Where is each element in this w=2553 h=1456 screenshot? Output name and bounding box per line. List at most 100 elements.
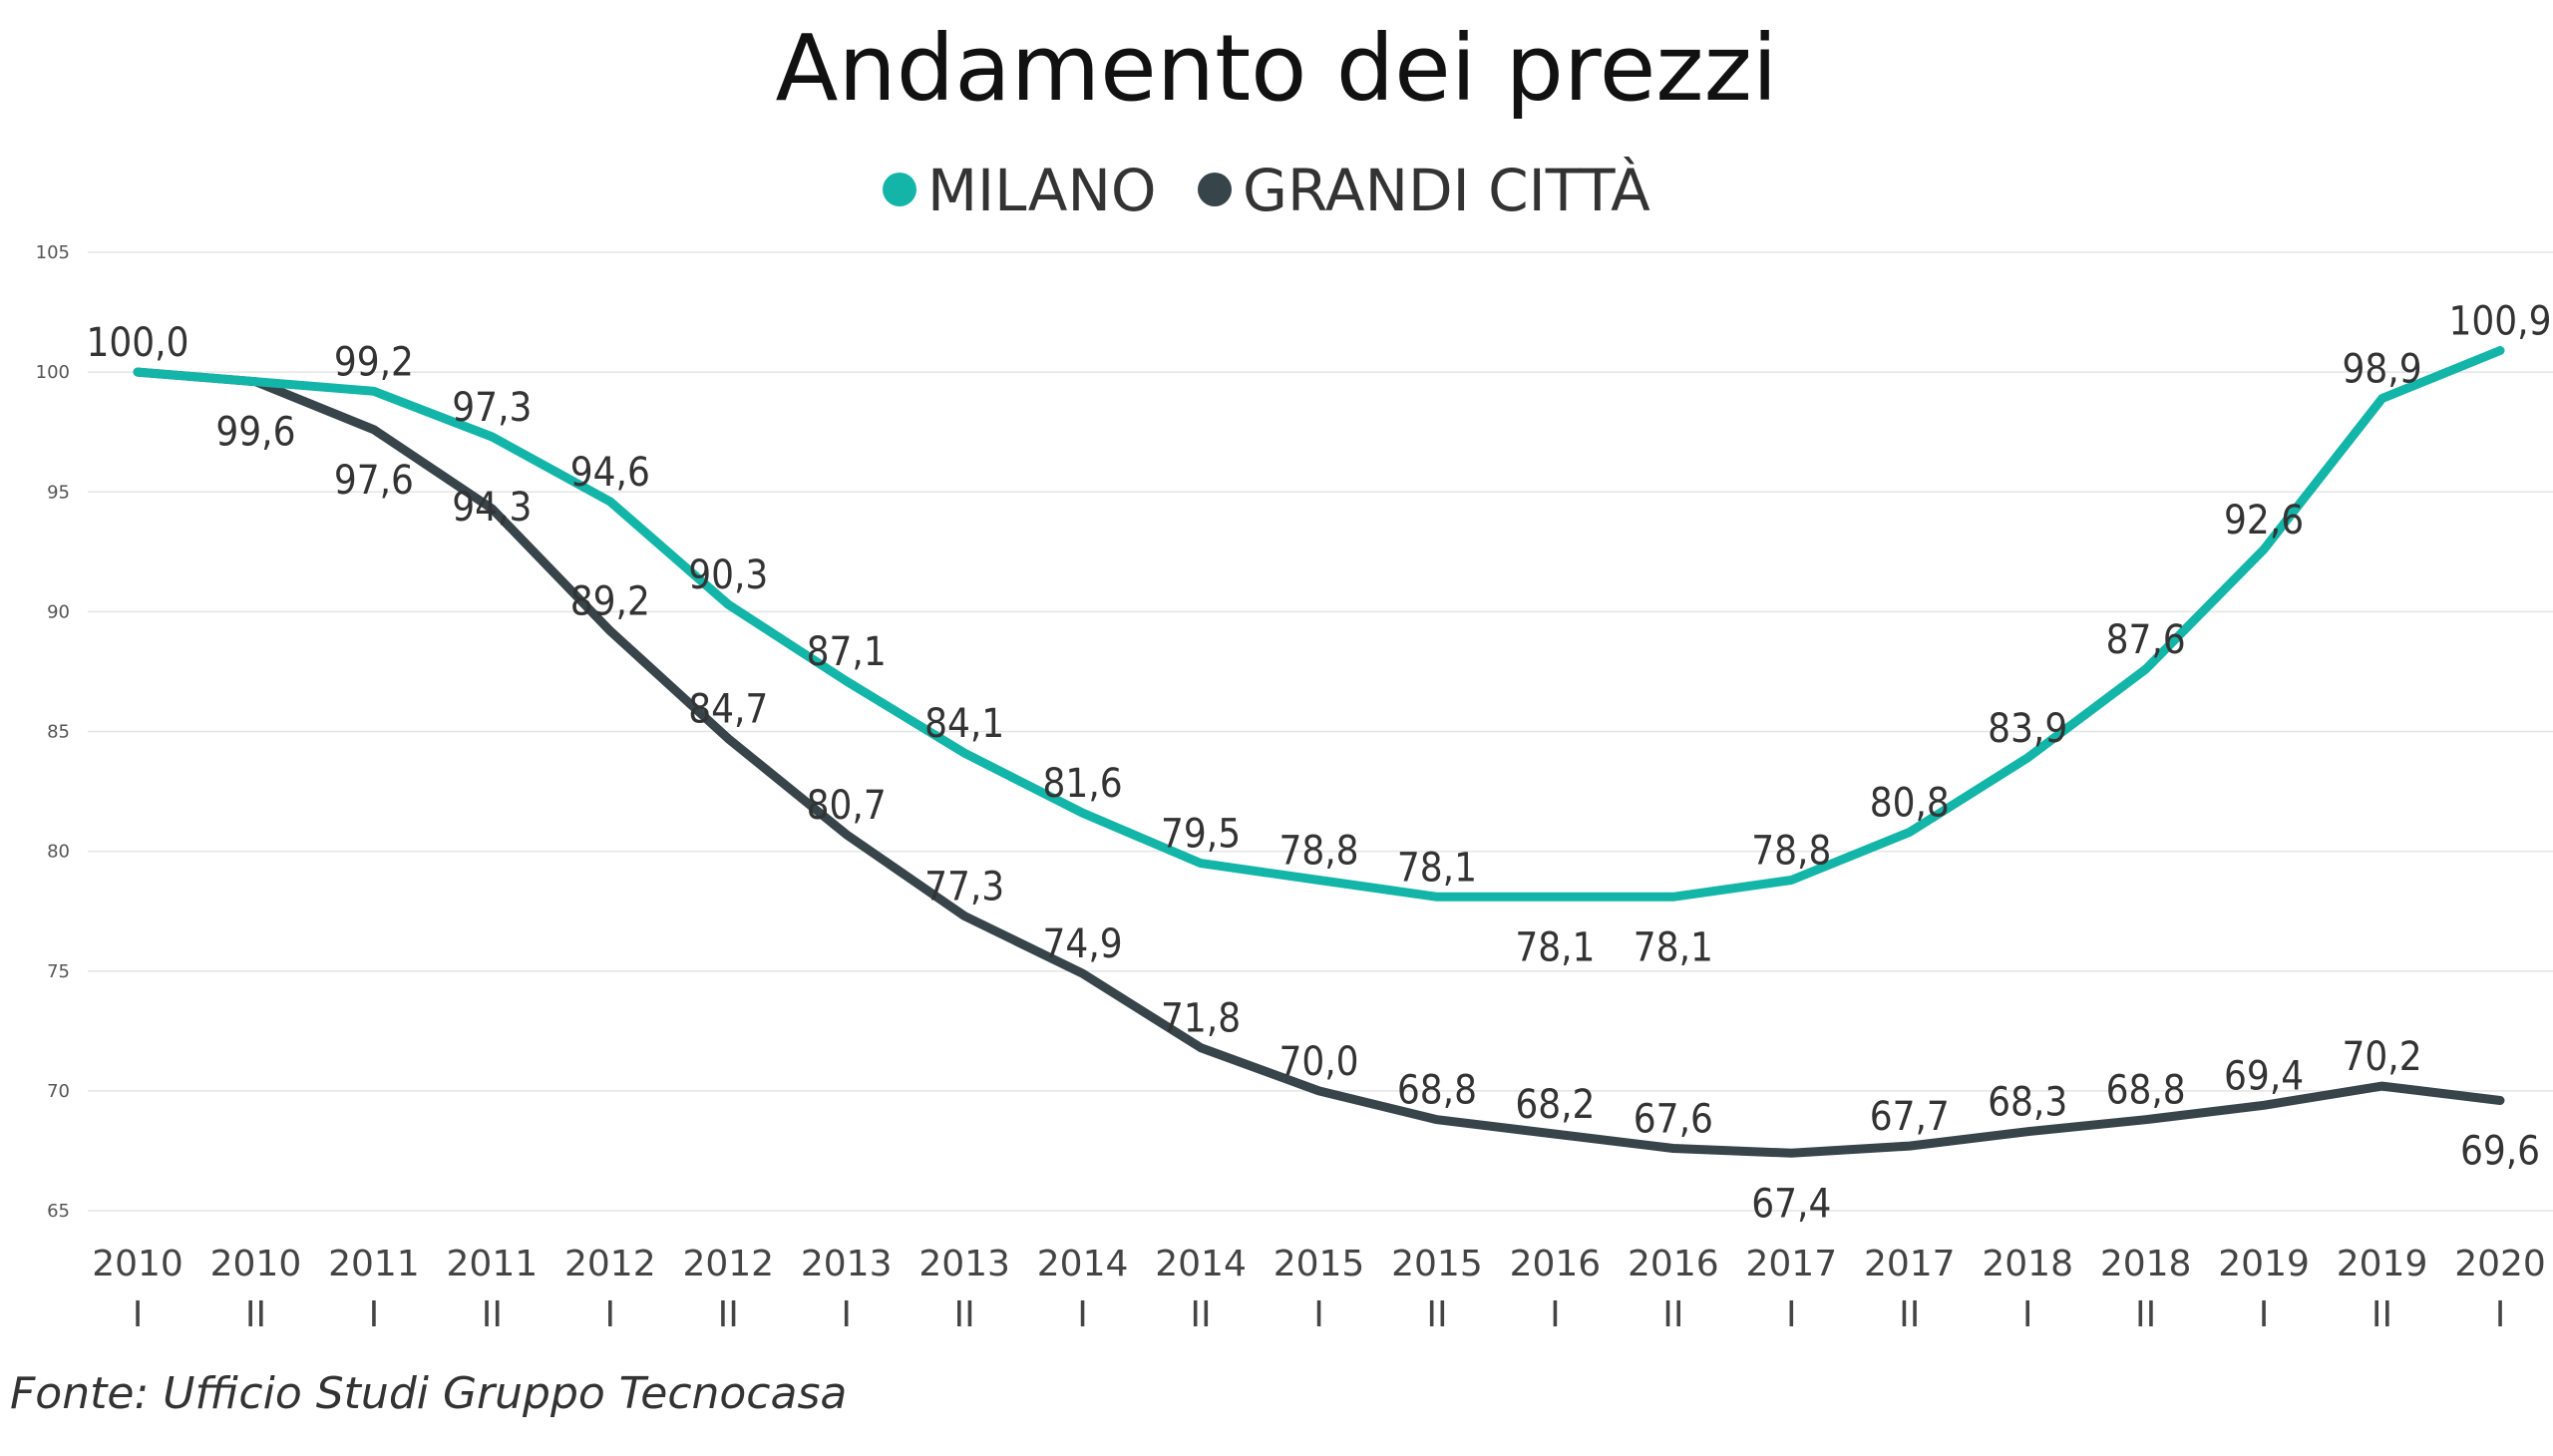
y-tick-label: 90 bbox=[47, 601, 70, 622]
data-label: 100,9 bbox=[2449, 299, 2552, 345]
x-tick-semester: I bbox=[2495, 1294, 2506, 1335]
source-note: Fonte: Ufficio Studi Gruppo Tecnocasa bbox=[10, 1368, 848, 1419]
data-label: 92,6 bbox=[2224, 498, 2304, 544]
x-tick-semester: II bbox=[245, 1294, 266, 1335]
data-label: 79,5 bbox=[1161, 812, 1241, 858]
data-label: 70,2 bbox=[2342, 1034, 2421, 1080]
legend-label: MILANO bbox=[927, 157, 1157, 224]
data-label: 67,6 bbox=[1634, 1097, 1713, 1143]
data-label: 68,2 bbox=[1515, 1082, 1595, 1128]
legend: MILANO GRANDI CITTÀ bbox=[883, 156, 1650, 224]
data-label: 84,7 bbox=[688, 687, 768, 733]
data-label: 83,9 bbox=[1988, 706, 2067, 752]
data-label: 97,6 bbox=[334, 458, 414, 504]
data-label: 68,8 bbox=[1397, 1068, 1477, 1114]
x-tick-semester: II bbox=[2135, 1294, 2156, 1335]
x-axis: 2010I2010II2011I2011II2012I2012II2013I20… bbox=[92, 1244, 2546, 1335]
data-label: 69,6 bbox=[2460, 1128, 2540, 1174]
x-tick-semester: II bbox=[1426, 1294, 1447, 1335]
x-tick-year: 2017 bbox=[1864, 1244, 1956, 1284]
data-label: 94,3 bbox=[452, 485, 532, 531]
data-label: 98,9 bbox=[2342, 347, 2421, 393]
data-label: 71,8 bbox=[1161, 996, 1241, 1042]
chart-title: Andamento dei prezzi bbox=[776, 15, 1778, 122]
x-tick-semester: I bbox=[604, 1294, 615, 1335]
data-label: 78,1 bbox=[1634, 924, 1713, 970]
data-label: 80,7 bbox=[807, 783, 887, 829]
data-label: 89,2 bbox=[570, 579, 650, 625]
data-label: 68,8 bbox=[2106, 1068, 2186, 1114]
x-tick-semester: II bbox=[718, 1294, 739, 1335]
x-tick-semester: I bbox=[1786, 1294, 1797, 1335]
data-labels: 99,2 97,3 94,6 90,3 87,1 84,1 81,6 79,5 78,8 78,1… bbox=[87, 299, 2552, 1228]
data-label: 68,3 bbox=[1988, 1080, 2067, 1126]
y-tick-label: 70 bbox=[47, 1081, 70, 1102]
x-tick-year: 2013 bbox=[918, 1244, 1010, 1284]
x-tick-semester: I bbox=[369, 1294, 380, 1335]
series-lines bbox=[133, 346, 2505, 1158]
x-tick-semester: I bbox=[2022, 1294, 2033, 1335]
x-tick-year: 2010 bbox=[92, 1244, 183, 1284]
x-tick-semester: II bbox=[482, 1294, 503, 1335]
x-tick-year: 2014 bbox=[1037, 1244, 1129, 1284]
x-tick-year: 2018 bbox=[1982, 1244, 2073, 1284]
data-label: 78,1 bbox=[1515, 924, 1595, 970]
x-tick-year: 2017 bbox=[1745, 1244, 1837, 1284]
data-label: 87,6 bbox=[2106, 617, 2186, 663]
data-label: 69,4 bbox=[2224, 1053, 2304, 1099]
x-tick-year: 2019 bbox=[2218, 1244, 2310, 1284]
data-label: 100,0 bbox=[87, 320, 189, 366]
series-line-milano bbox=[133, 346, 2505, 902]
data-label: 78,1 bbox=[1397, 845, 1477, 891]
x-tick-semester: II bbox=[2371, 1294, 2392, 1335]
y-tick-label: 100 bbox=[36, 362, 70, 383]
x-tick-semester: I bbox=[133, 1294, 144, 1335]
x-tick-semester: I bbox=[841, 1294, 852, 1335]
x-tick-semester: II bbox=[954, 1294, 975, 1335]
data-label: 87,1 bbox=[807, 629, 887, 675]
x-tick-year: 2020 bbox=[2454, 1244, 2546, 1284]
data-label: 97,3 bbox=[452, 385, 532, 431]
x-tick-semester: I bbox=[1077, 1294, 1088, 1335]
x-tick-semester: II bbox=[1662, 1294, 1683, 1335]
data-label: 80,8 bbox=[1870, 780, 1950, 826]
y-tick-label: 85 bbox=[47, 722, 70, 743]
x-tick-semester: II bbox=[1899, 1294, 1920, 1335]
x-tick-year: 2018 bbox=[2100, 1244, 2192, 1284]
x-tick-year: 2010 bbox=[210, 1244, 302, 1284]
y-tick-label: 65 bbox=[47, 1201, 70, 1222]
legend-marker bbox=[1198, 173, 1232, 206]
x-tick-year: 2011 bbox=[447, 1244, 539, 1284]
data-label: 74,9 bbox=[1043, 921, 1123, 967]
x-tick-year: 2013 bbox=[801, 1244, 893, 1284]
legend-label: GRANDI CITTÀ bbox=[1243, 156, 1650, 224]
grid-lines bbox=[88, 251, 2553, 1212]
y-tick-label: 105 bbox=[36, 242, 70, 263]
data-label: 67,4 bbox=[1751, 1181, 1831, 1227]
y-tick-label: 80 bbox=[47, 842, 70, 863]
data-label: 94,6 bbox=[570, 450, 650, 496]
x-tick-year: 2014 bbox=[1155, 1244, 1247, 1284]
series-line-grandi-citta bbox=[133, 367, 2505, 1158]
x-tick-year: 2015 bbox=[1391, 1244, 1483, 1284]
data-label: 99,2 bbox=[334, 339, 414, 385]
x-tick-year: 2012 bbox=[682, 1244, 774, 1284]
data-label: 90,3 bbox=[688, 552, 768, 598]
data-label: 99,6 bbox=[215, 410, 295, 456]
x-tick-year: 2016 bbox=[1510, 1244, 1602, 1284]
data-label: 78,8 bbox=[1278, 828, 1358, 874]
x-tick-year: 2016 bbox=[1628, 1244, 1719, 1284]
data-label: 84,1 bbox=[924, 701, 1004, 747]
data-label: 70,0 bbox=[1278, 1039, 1358, 1085]
data-label: 81,6 bbox=[1043, 761, 1123, 807]
x-tick-semester: I bbox=[2259, 1294, 2270, 1335]
x-tick-semester: I bbox=[1550, 1294, 1561, 1335]
data-label: 78,8 bbox=[1751, 828, 1831, 874]
legend-marker bbox=[883, 173, 916, 206]
x-tick-year: 2015 bbox=[1274, 1244, 1365, 1284]
x-tick-year: 2012 bbox=[564, 1244, 656, 1284]
x-tick-semester: II bbox=[1190, 1294, 1211, 1335]
y-tick-label: 95 bbox=[47, 482, 70, 503]
data-label: 77,3 bbox=[924, 864, 1004, 910]
x-tick-semester: I bbox=[1313, 1294, 1324, 1335]
